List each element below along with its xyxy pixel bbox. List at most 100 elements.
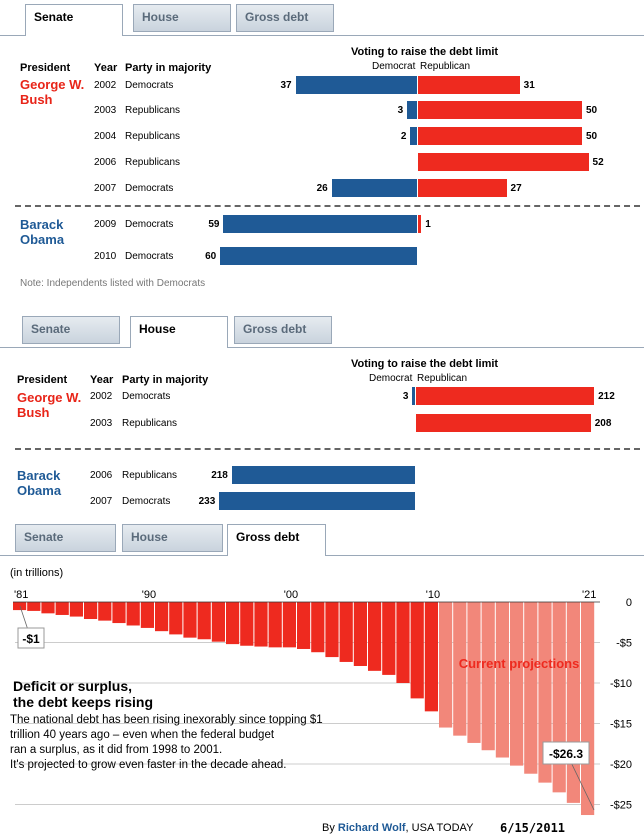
row-party: Republicans <box>125 131 181 142</box>
democrat-bar <box>331 179 417 197</box>
projected-debt-bar <box>481 602 495 751</box>
debt-bar <box>41 602 55 614</box>
row-party: Democrats <box>125 183 174 194</box>
democrat-bar <box>410 127 417 145</box>
projected-debt-bar <box>581 602 595 816</box>
gross-debt-chart: 0 -$5 -$10 -$15 -$20 -$25 '81 '90 '00 '10 '21 (in t… <box>10 567 632 816</box>
tab-house[interactable]: House <box>133 4 231 32</box>
republican-bar <box>418 215 422 233</box>
x-tick-label: '21 <box>582 589 596 601</box>
column-president: President <box>17 374 68 386</box>
row-year: 2006 <box>90 470 113 481</box>
publication: , USA TODAY <box>405 822 474 834</box>
tab-gross-debt[interactable]: Gross debt <box>234 316 332 344</box>
debt-bar <box>382 602 396 675</box>
row-party: Republicans <box>122 418 178 429</box>
democrat-bar <box>219 492 415 510</box>
debt-bar <box>282 602 296 648</box>
president-bush: George W. Bush <box>17 390 82 420</box>
tab-senate[interactable]: Senate <box>22 316 120 344</box>
republican-bar <box>416 387 595 405</box>
y-tick-label: -$5 <box>616 638 632 650</box>
president-bush: George W. Bush <box>20 77 85 107</box>
start-callout-box <box>17 627 45 649</box>
republican-bar <box>418 101 582 119</box>
debt-bar <box>155 602 169 632</box>
row-party: Democrats <box>122 496 171 507</box>
democrat-bar <box>220 247 417 265</box>
debt-bar <box>55 602 69 615</box>
republican-bar <box>418 76 520 94</box>
column-party: Party in majority <box>122 374 209 386</box>
x-tick-label: '00 <box>284 589 298 601</box>
house-tabs: Senate House Gross debt <box>0 312 644 348</box>
chart-title: Voting to raise the debt limit <box>351 358 499 370</box>
democrat-value: 60 <box>205 251 217 262</box>
legend-republican: Republican <box>417 373 468 384</box>
debt-bar <box>368 602 382 671</box>
republican-value: 208 <box>594 418 612 429</box>
legend-republican: Republican <box>420 61 471 72</box>
debt-bar <box>254 602 268 647</box>
debt-bar <box>311 602 325 653</box>
senate-panel: Senate House Gross debt Voting to raise … <box>0 0 644 300</box>
row-year: 2006 <box>94 157 117 168</box>
x-tick-label: '81 <box>14 589 28 601</box>
y-tick-label: -$20 <box>610 759 632 771</box>
republican-value: 52 <box>592 157 604 168</box>
democrat-value: 218 <box>211 470 228 481</box>
democrat-value: 37 <box>280 80 292 91</box>
end-callout-value: -$26.3 <box>549 747 583 761</box>
row-party: Democrats <box>125 219 174 230</box>
projected-debt-bar <box>538 602 552 783</box>
projected-debt-bar <box>524 602 538 774</box>
republican-bar <box>418 127 582 145</box>
projected-debt-bar <box>566 602 580 803</box>
tab-baseline-left <box>0 347 130 348</box>
debt-bar <box>27 602 41 611</box>
row-party: Republicans <box>122 470 178 481</box>
tab-baseline-left <box>0 35 25 36</box>
debt-bar <box>126 602 140 626</box>
y-tick-label: 0 <box>626 597 632 609</box>
byline-by: By <box>322 822 335 834</box>
debt-bar <box>112 602 126 624</box>
article-heading: Deficit or surplus, the debt keeps rising <box>13 678 153 710</box>
democrat-value: 26 <box>316 183 328 194</box>
tab-senate[interactable]: Senate <box>15 524 116 552</box>
debt-bar <box>140 602 154 628</box>
y-tick-label: -$10 <box>610 678 632 690</box>
debt-bar <box>13 602 27 611</box>
separator-dashed <box>15 205 640 207</box>
debt-tabs: Senate House Gross debt <box>0 520 644 556</box>
column-party: Party in majority <box>125 62 212 74</box>
democrat-bar <box>223 215 417 233</box>
date: 6/15/2011 <box>500 821 566 835</box>
projected-debt-bar <box>510 602 524 766</box>
column-year: Year <box>94 62 118 74</box>
row-year: 2010 <box>94 251 117 262</box>
x-tick-label: '10 <box>426 589 440 601</box>
x-tick-label: '90 <box>142 589 156 601</box>
column-president: President <box>20 62 71 74</box>
republican-value: 1 <box>425 219 431 230</box>
row-party: Democrats <box>122 391 171 402</box>
row-year: 2002 <box>90 391 113 402</box>
tab-gross-debt[interactable]: Gross debt <box>227 524 326 556</box>
debt-bar <box>197 602 211 640</box>
y-tick-label: -$25 <box>610 800 632 812</box>
tab-house[interactable]: House <box>130 316 228 348</box>
debt-bar <box>325 602 339 658</box>
gross-debt-panel: Senate House Gross debt 0 -$5 -$10 -$15 -$20… <box>0 520 644 839</box>
president-obama: Barack Obama <box>20 217 65 247</box>
start-callout-value: -$1 <box>22 632 40 646</box>
democrat-value: 233 <box>198 496 216 507</box>
senate-tabs: Senate House Gross debt <box>0 0 644 36</box>
start-callout-leader <box>19 605 29 631</box>
row-year: 2004 <box>94 131 117 142</box>
republican-value: 31 <box>523 80 535 91</box>
tab-house[interactable]: House <box>122 524 223 552</box>
tab-senate[interactable]: Senate <box>25 4 123 36</box>
row-year: 2007 <box>90 496 113 507</box>
tab-gross-debt[interactable]: Gross debt <box>236 4 334 32</box>
